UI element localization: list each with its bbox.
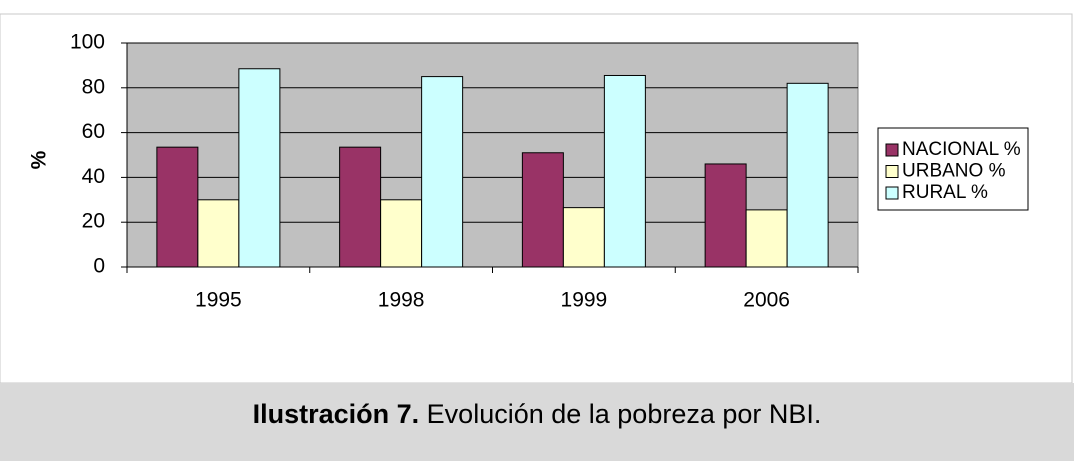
x-tick-label: 2006 <box>743 289 790 312</box>
bar <box>786 82 829 268</box>
bar <box>745 209 788 268</box>
legend-label: NACIONAL % <box>902 139 1021 160</box>
chart: % 0 20 40 60 80 100 1995 1998 1999 2006 NACIONAL %… <box>0 13 1073 384</box>
bar <box>238 68 281 268</box>
bar <box>521 152 564 268</box>
caption-text: Evolución de la pobreza por NBI. <box>426 399 822 429</box>
legend-swatch <box>885 143 899 157</box>
y-tick-label: 80 <box>82 75 105 98</box>
legend-label: URBANO % <box>902 161 1006 182</box>
bar <box>380 199 423 268</box>
y-tick-label: 20 <box>82 210 105 233</box>
caption-label: Ilustración 7. <box>252 399 420 429</box>
y-tick-label: 0 <box>93 255 105 278</box>
bar <box>339 146 382 268</box>
legend-swatch <box>885 165 899 178</box>
y-tick-label: 100 <box>70 31 105 54</box>
y-tick-label: 60 <box>82 120 105 143</box>
legend-label: RURAL % <box>902 182 988 203</box>
legend-swatch <box>885 186 899 200</box>
bar <box>562 207 605 268</box>
x-tick-label: 1999 <box>561 289 608 312</box>
caption: Ilustración 7. Evolución de la pobreza p… <box>0 383 1074 461</box>
bar <box>197 199 240 268</box>
x-tick-label: 1995 <box>195 289 242 312</box>
legend-box <box>877 127 1029 211</box>
bar <box>603 74 646 268</box>
x-tick-label: 1998 <box>378 289 425 312</box>
bar <box>704 163 747 268</box>
bar <box>421 76 464 268</box>
bar <box>156 146 199 268</box>
y-tick-label: 40 <box>82 165 105 188</box>
y-axis-label: % <box>28 150 51 169</box>
